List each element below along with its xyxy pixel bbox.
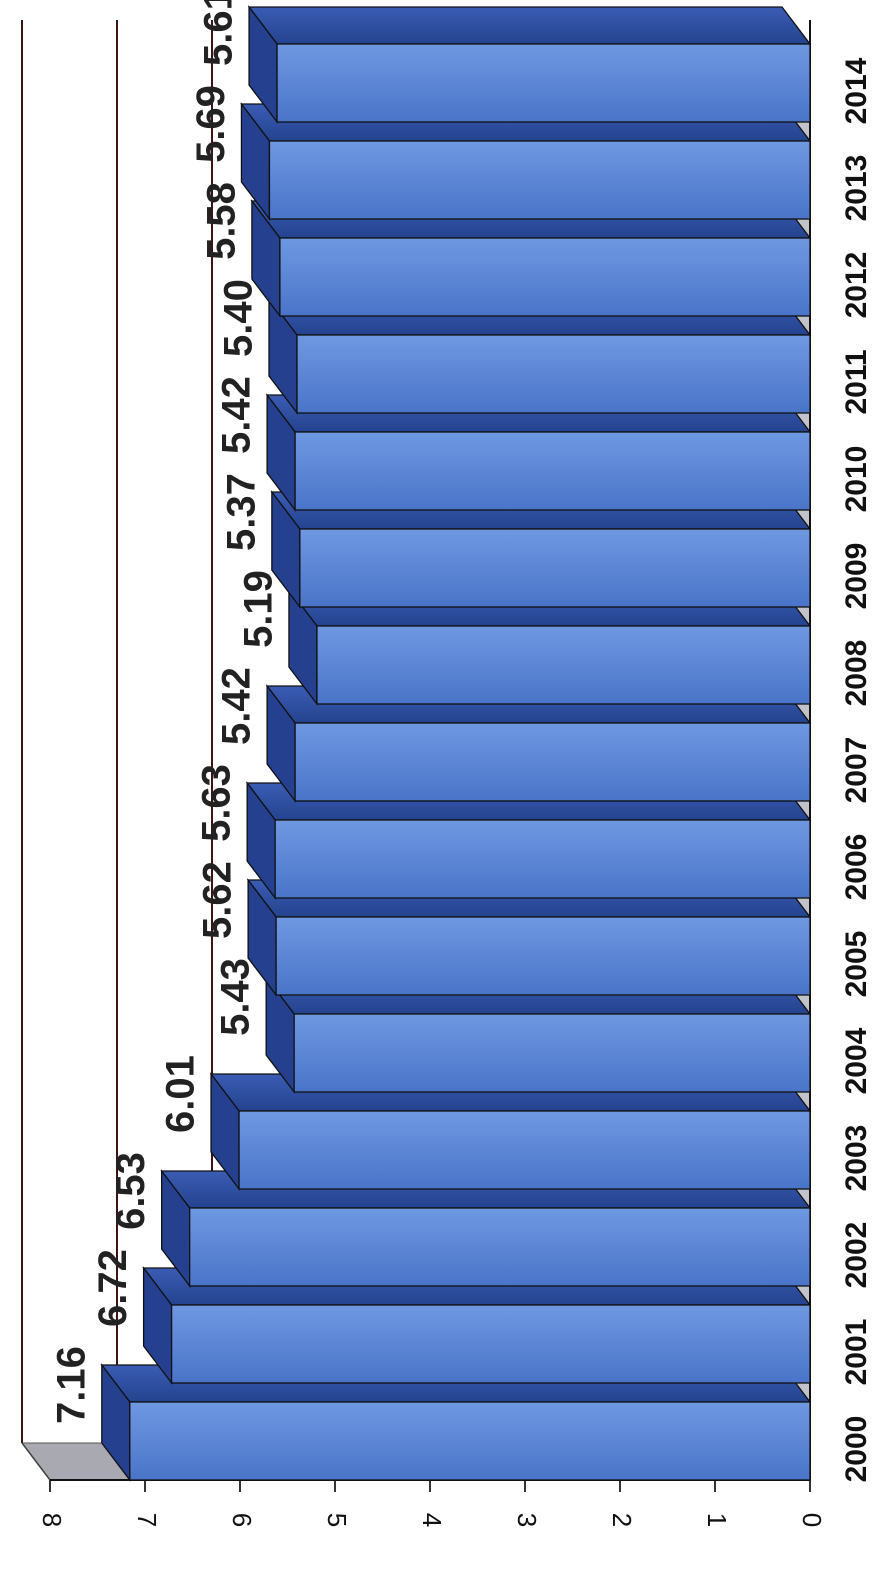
category-label: 2012 [840,252,873,319]
category-label: 2004 [840,1027,873,1094]
bar-front-face [279,237,811,317]
y-tick-label: 4 [417,1513,447,1527]
data-label: 5.37 [219,473,263,551]
data-label: 5.58 [199,182,243,260]
category-label: 2007 [840,737,873,804]
bar-front-face [294,722,811,802]
category-label: 2001 [840,1319,873,1386]
category-label: 2014 [840,57,873,124]
data-label: 5.42 [215,667,259,745]
bar-front-face [238,1110,811,1190]
category-label: 2006 [840,834,873,901]
bars [100,5,812,1482]
data-label: 6.72 [91,1249,135,1327]
bar-front-face [268,140,811,220]
data-label: 5.69 [189,85,233,163]
bar-top-face [247,6,812,45]
y-tick-label: 5 [322,1513,352,1527]
bar-front-face [274,819,811,899]
category-label: 2002 [840,1222,873,1289]
category-label: 2008 [840,640,873,707]
data-label: 5.19 [237,570,281,648]
data-label: 6.01 [159,1055,203,1133]
y-tick-label: 7 [132,1513,162,1527]
data-label: 5.43 [214,958,258,1036]
y-tick-label: 6 [227,1513,257,1527]
category-label: 2003 [840,1125,873,1192]
data-label: 5.61 [197,0,241,66]
labels: 0 1 2 3 4 5 6 7 8 2000 7.16 2001 6.72 2002 6.53 2003 6.0… [37,0,873,1527]
bar-front-face [170,1304,811,1384]
y-tick-label: 1 [702,1513,732,1527]
bar-front-face [293,1013,811,1093]
bar-front-face [294,431,811,511]
category-label: 2011 [840,349,873,414]
y-tick-label: 8 [37,1513,67,1527]
category-label: 2013 [840,155,873,222]
data-label: 5.42 [215,376,259,454]
y-tick-label: 0 [797,1513,827,1527]
bar-2014 [247,5,812,124]
category-label: 2010 [840,446,873,513]
data-label: 6.53 [109,1152,153,1230]
bar-front-face [296,334,811,414]
bar-front-face [276,43,811,123]
bar-front-face [275,916,811,996]
category-label: 2000 [840,1416,873,1483]
y-tick-label: 3 [512,1513,542,1527]
y-tick-label: 2 [607,1513,637,1527]
bar-front-face [299,528,811,608]
bar-front-face [316,625,811,705]
floor-gridline [21,1442,51,1481]
data-label: 5.40 [217,279,261,357]
data-label: 5.62 [196,861,240,939]
data-label: 7.16 [49,1346,93,1424]
category-label: 2009 [840,543,873,610]
category-label: 2005 [840,931,873,998]
bar-front-face [129,1401,811,1481]
bar-front-face [188,1207,811,1287]
data-label: 5.63 [195,764,239,842]
